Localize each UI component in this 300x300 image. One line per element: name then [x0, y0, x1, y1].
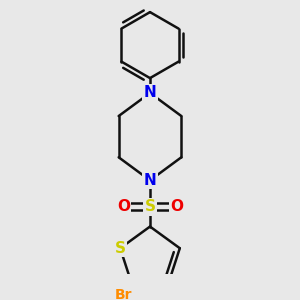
Text: N: N	[144, 85, 156, 100]
Text: S: S	[115, 241, 126, 256]
Text: S: S	[145, 199, 155, 214]
Text: O: O	[170, 199, 183, 214]
Text: Br: Br	[115, 288, 132, 300]
Text: N: N	[144, 173, 156, 188]
Text: O: O	[117, 199, 130, 214]
